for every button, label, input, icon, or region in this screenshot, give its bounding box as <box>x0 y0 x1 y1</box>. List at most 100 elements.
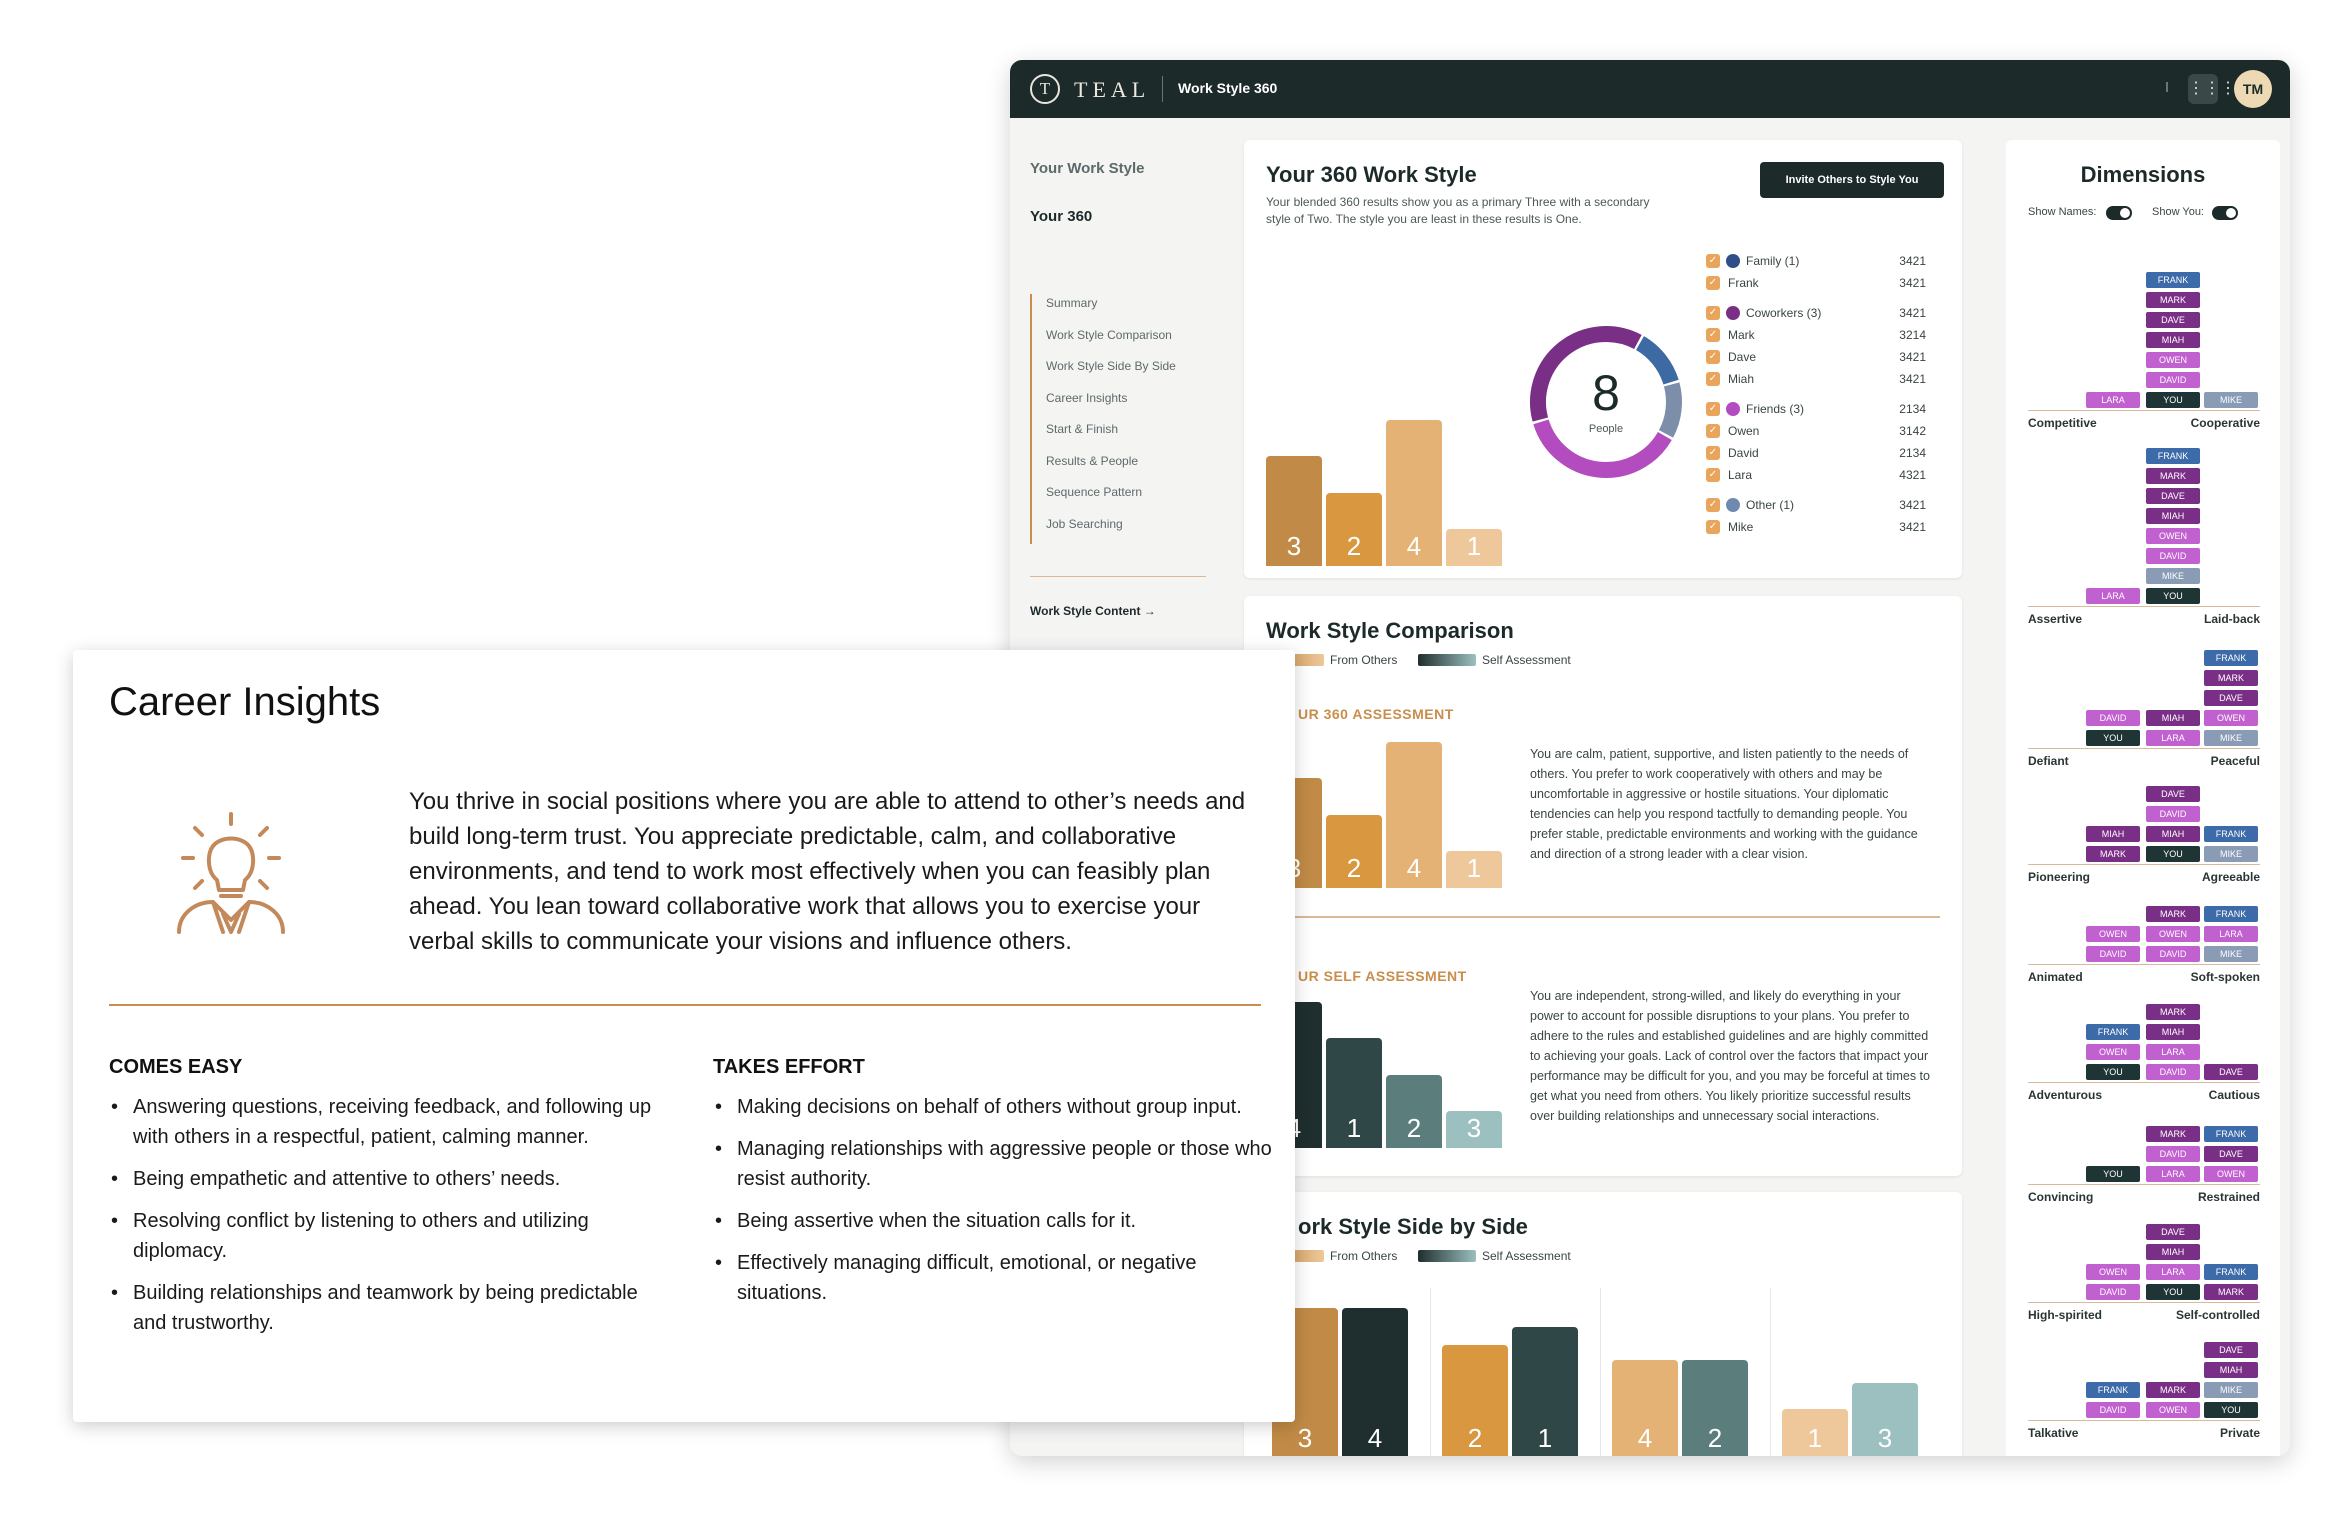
name-tag: OWEN <box>2086 1044 2140 1060</box>
name-tag: FRANK <box>2204 1126 2258 1142</box>
donut-segment <box>1533 419 1672 478</box>
nav-heading[interactable]: Your Work Style <box>1030 160 1145 177</box>
bar: 1 <box>1446 529 1502 566</box>
name-tag: DAVID <box>2086 1402 2140 1418</box>
name-tag: YOU <box>2204 1402 2258 1418</box>
dimension-left-label: Convincing <box>2028 1190 2094 1204</box>
legend-checkbox[interactable]: ✓ <box>1706 276 1720 290</box>
work-style-content-link[interactable]: Work Style Content → <box>1030 604 1156 618</box>
brand-name[interactable]: TEAL <box>1074 77 1151 102</box>
dimension-right-label: Cautious <box>2208 1088 2260 1102</box>
name-tag: DAVE <box>2204 1146 2258 1162</box>
nav-item[interactable]: Job Searching <box>1046 516 1123 531</box>
summary-card: Your 360 Work Style Your blended 360 res… <box>1244 140 1962 578</box>
bar-label: 4 <box>1367 1423 1383 1453</box>
bar-label: 1 <box>1537 1423 1553 1453</box>
title-divider <box>1162 76 1163 102</box>
list-item: Resolving conflict by listening to other… <box>109 1206 669 1266</box>
show-names-toggle[interactable] <box>2106 206 2132 220</box>
name-tag: MARK <box>2204 670 2258 686</box>
legend-name: Lara <box>1728 468 1753 482</box>
dimension-right-label: Restrained <box>2197 1190 2260 1204</box>
name-tag: OWEN <box>2086 1264 2140 1280</box>
name-tag: DAVID <box>2146 372 2200 388</box>
nav-item[interactable]: Career Insights <box>1046 390 1128 405</box>
list-item: Answering questions, receiving feedback,… <box>109 1092 669 1152</box>
name-tag: YOU <box>2146 588 2200 604</box>
name-tag: MIKE <box>2204 1382 2258 1398</box>
legend-value: 3421 <box>1899 372 1926 386</box>
list-item: Being empathetic and attentive to others… <box>109 1164 669 1194</box>
apps-grid-icon[interactable]: ⋮⋮⋮ <box>2188 74 2236 104</box>
name-tag: MARK <box>2146 468 2200 484</box>
legend-checkbox[interactable]: ✓ <box>1706 520 1720 534</box>
dimension-right-label: Peaceful <box>2210 754 2260 768</box>
name-tag: LARA <box>2146 1264 2200 1280</box>
name-tag: MIKE <box>2204 946 2258 962</box>
teal-logo-icon[interactable]: T <box>1030 74 1060 104</box>
nav-item[interactable]: Results & People <box>1046 453 1139 468</box>
legend-checkbox[interactable]: ✓ <box>1706 328 1720 342</box>
dimensions-title: Dimensions <box>2080 162 2206 187</box>
from-others-bar: 4 <box>1612 1360 1678 1456</box>
legend-checkbox[interactable]: ✓ <box>1706 498 1720 512</box>
name-tag: MIAH <box>2146 508 2200 524</box>
dimension-right-label: Agreeable <box>2201 870 2260 884</box>
show-you-toggle[interactable] <box>2212 206 2238 220</box>
top-bar: T TEAL Work Style 360 ⋮⋮⋮ TM <box>1010 60 2290 118</box>
avatar[interactable]: TM <box>2234 70 2272 108</box>
list-item: Being assertive when the situation calls… <box>713 1206 1273 1236</box>
donut-segment <box>1658 382 1682 438</box>
nav-item[interactable]: Sequence Pattern <box>1046 485 1143 499</box>
summary-title: Your 360 Work Style <box>1266 162 1477 187</box>
name-tag: MIAH <box>2086 826 2140 842</box>
name-tag: YOU <box>2086 1166 2140 1182</box>
name-tag: MIKE <box>2146 568 2200 584</box>
bar: 1 <box>1446 851 1502 888</box>
legend-checkbox[interactable]: ✓ <box>1706 306 1720 320</box>
legend-checkbox[interactable]: ✓ <box>1706 350 1720 364</box>
app-title: Work Style 360 <box>1178 80 1278 96</box>
legend-checkbox[interactable]: ✓ <box>1706 446 1720 460</box>
assessment-360-text: You are calm, patient, supportive, and l… <box>1530 747 1918 861</box>
legend-checkbox[interactable]: ✓ <box>1706 468 1720 482</box>
legend-value: 3421 <box>1899 254 1926 268</box>
legend-value: 4321 <box>1899 468 1926 482</box>
dimension-axis <box>2028 606 2260 607</box>
career-divider <box>109 1004 1261 1006</box>
invite-others-button[interactable]: Invite Others to Style You <box>1760 162 1944 198</box>
legend-checkbox[interactable]: ✓ <box>1706 402 1720 416</box>
name-tag: DAVID <box>2146 806 2200 822</box>
self-assessment-swatch <box>1418 654 1476 666</box>
nav-item[interactable]: Summary <box>1046 296 1098 310</box>
name-tag: MARK <box>2086 846 2140 862</box>
legend-name: Other (1) <box>1746 498 1795 512</box>
show-you-label: Show You: <box>2152 206 2204 218</box>
legend-checkbox[interactable]: ✓ <box>1706 254 1720 268</box>
dimension-right-label: Laid-back <box>2203 612 2260 626</box>
nav-item[interactable]: Work Style Comparison <box>1046 327 1172 342</box>
bar-label: 2 <box>1467 1423 1483 1453</box>
lightbulb-person-icon <box>177 812 285 934</box>
dimension-right-label: Private <box>2219 1426 2260 1440</box>
name-tag: MARK <box>2146 292 2200 308</box>
self-assessment-bar: 4 <box>1342 1308 1408 1456</box>
name-tag: FRANK <box>2204 1264 2258 1280</box>
legend-checkbox[interactable]: ✓ <box>1706 424 1720 438</box>
name-tag: OWEN <box>2146 1402 2200 1418</box>
legend-checkbox[interactable]: ✓ <box>1706 372 1720 386</box>
name-tag: MARK <box>2146 1382 2200 1398</box>
people-legend: ✓ Family (1) 3421 ✓ Frank 3421 ✓ Coworkers (3) 3… <box>1706 254 1946 554</box>
nav-item[interactable]: Work Style Side By Side <box>1046 359 1176 373</box>
nav-section-your-360[interactable]: Your 360 <box>1030 208 1093 225</box>
name-tag: FRANK <box>2086 1382 2140 1398</box>
name-tag: DAVE <box>2146 786 2200 802</box>
dimension-axis <box>2028 410 2260 411</box>
name-tag: MARK <box>2146 906 2200 922</box>
legend-name: Mike <box>1728 520 1754 534</box>
legend-name: Family (1) <box>1746 254 1800 268</box>
name-tag: DAVE <box>2204 1342 2258 1358</box>
from-others-bar: 1 <box>1782 1409 1848 1456</box>
nav-item[interactable]: Start & Finish <box>1046 422 1119 436</box>
legend-value: 3421 <box>1899 276 1926 290</box>
